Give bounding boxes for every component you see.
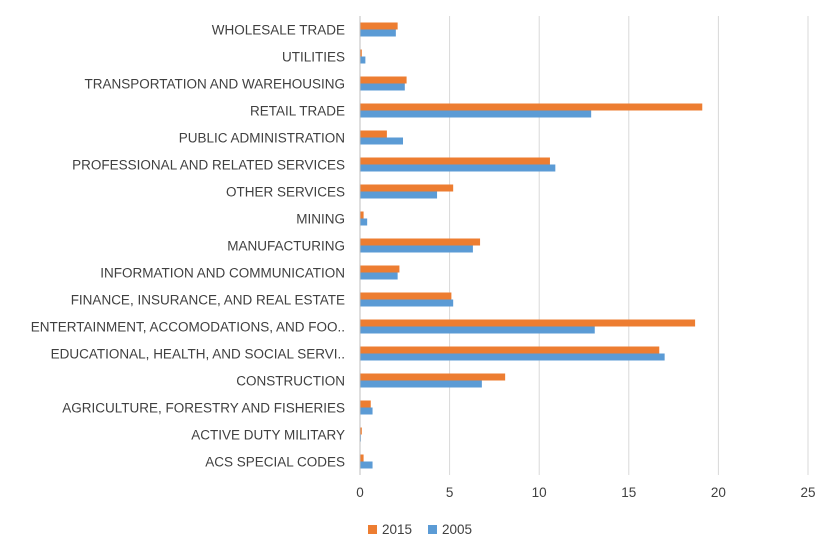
bar-2005 — [360, 29, 396, 37]
category-label: INFORMATION AND COMMUNICATION — [100, 266, 345, 281]
category-label: ENTERTAINMENT, ACCOMODATIONS, AND FOO.. — [31, 320, 345, 335]
gridlines — [449, 16, 809, 475]
category-label: WHOLESALE TRADE — [212, 23, 345, 38]
category-label: PROFESSIONAL AND RELATED SERVICES — [72, 158, 345, 173]
x-tick-label-0: 0 — [356, 485, 364, 500]
bar-2015 — [360, 157, 550, 165]
x-tick-label-5: 5 — [446, 485, 454, 500]
category-label: OTHER SERVICES — [226, 185, 345, 200]
x-tick-label-20: 20 — [711, 485, 726, 500]
bar-2015 — [360, 346, 660, 354]
bar-2005 — [360, 326, 595, 334]
category-label: FINANCE, INSURANCE, AND REAL ESTATE — [71, 293, 345, 308]
x-tick-label-25: 25 — [800, 485, 815, 500]
bar-2015 — [360, 265, 400, 273]
bar-2005 — [360, 164, 556, 172]
legend-swatch-2015 — [368, 525, 377, 534]
bar-2015 — [360, 184, 454, 192]
bar-2015 — [360, 103, 703, 111]
bar-2015 — [360, 238, 481, 246]
category-labels: WHOLESALE TRADE UTILITIES TRANSPORTATION A… — [31, 23, 345, 470]
bar-2005 — [360, 380, 482, 388]
bar-2015 — [360, 211, 364, 219]
category-label: MANUFACTURING — [227, 239, 345, 254]
legend: 2015 2005 — [0, 522, 828, 546]
legend-label-2015: 2015 — [382, 522, 413, 537]
bar-2005 — [360, 56, 366, 64]
bar-2015 — [360, 319, 696, 327]
bar-2005 — [360, 137, 404, 145]
legend-swatch-2005 — [428, 525, 437, 534]
category-label: RETAIL TRADE — [250, 104, 345, 119]
bars — [360, 22, 703, 469]
category-label: UTILITIES — [282, 50, 345, 65]
category-label: MINING — [296, 212, 345, 227]
bar-2005 — [360, 110, 592, 118]
bar-2005 — [360, 407, 373, 415]
x-axis-tick-labels: 0 5 10 15 20 25 — [356, 485, 815, 500]
category-label: ACTIVE DUTY MILITARY — [191, 428, 345, 443]
bar-chart: WHOLESALE TRADE UTILITIES TRANSPORTATION A… — [31, 16, 816, 500]
bar-2005 — [360, 191, 438, 199]
bar-2015 — [360, 49, 362, 57]
bar-2015 — [360, 400, 371, 408]
bar-2005 — [360, 272, 398, 280]
bar-2015 — [360, 22, 398, 30]
category-label: ACS SPECIAL CODES — [205, 455, 345, 470]
category-label: CONSTRUCTION — [236, 374, 345, 389]
bar-2015 — [360, 454, 364, 462]
bar-2015 — [360, 130, 387, 138]
bar-2015 — [360, 427, 362, 435]
legend-item-2015: 2015 — [368, 522, 412, 537]
bar-2005 — [360, 461, 373, 469]
category-label: TRANSPORTATION AND WAREHOUSING — [84, 77, 345, 92]
category-label: AGRICULTURE, FORESTRY AND FISHERIES — [62, 401, 345, 416]
bar-2005 — [360, 83, 405, 91]
bar-2015 — [360, 373, 506, 381]
bar-2005 — [360, 353, 665, 361]
legend-item-2005: 2005 — [428, 522, 472, 537]
legend-label-2005: 2005 — [442, 522, 473, 537]
category-label: PUBLIC ADMINISTRATION — [179, 131, 345, 146]
x-tick-label-15: 15 — [621, 485, 636, 500]
bar-2005 — [360, 218, 368, 226]
bar-2005 — [360, 299, 454, 307]
bar-2015 — [360, 76, 407, 84]
bar-2005 — [360, 245, 473, 253]
category-label: EDUCATIONAL, HEALTH, AND SOCIAL SERVI.. — [51, 347, 345, 362]
x-tick-label-10: 10 — [532, 485, 547, 500]
bar-2015 — [360, 292, 452, 300]
